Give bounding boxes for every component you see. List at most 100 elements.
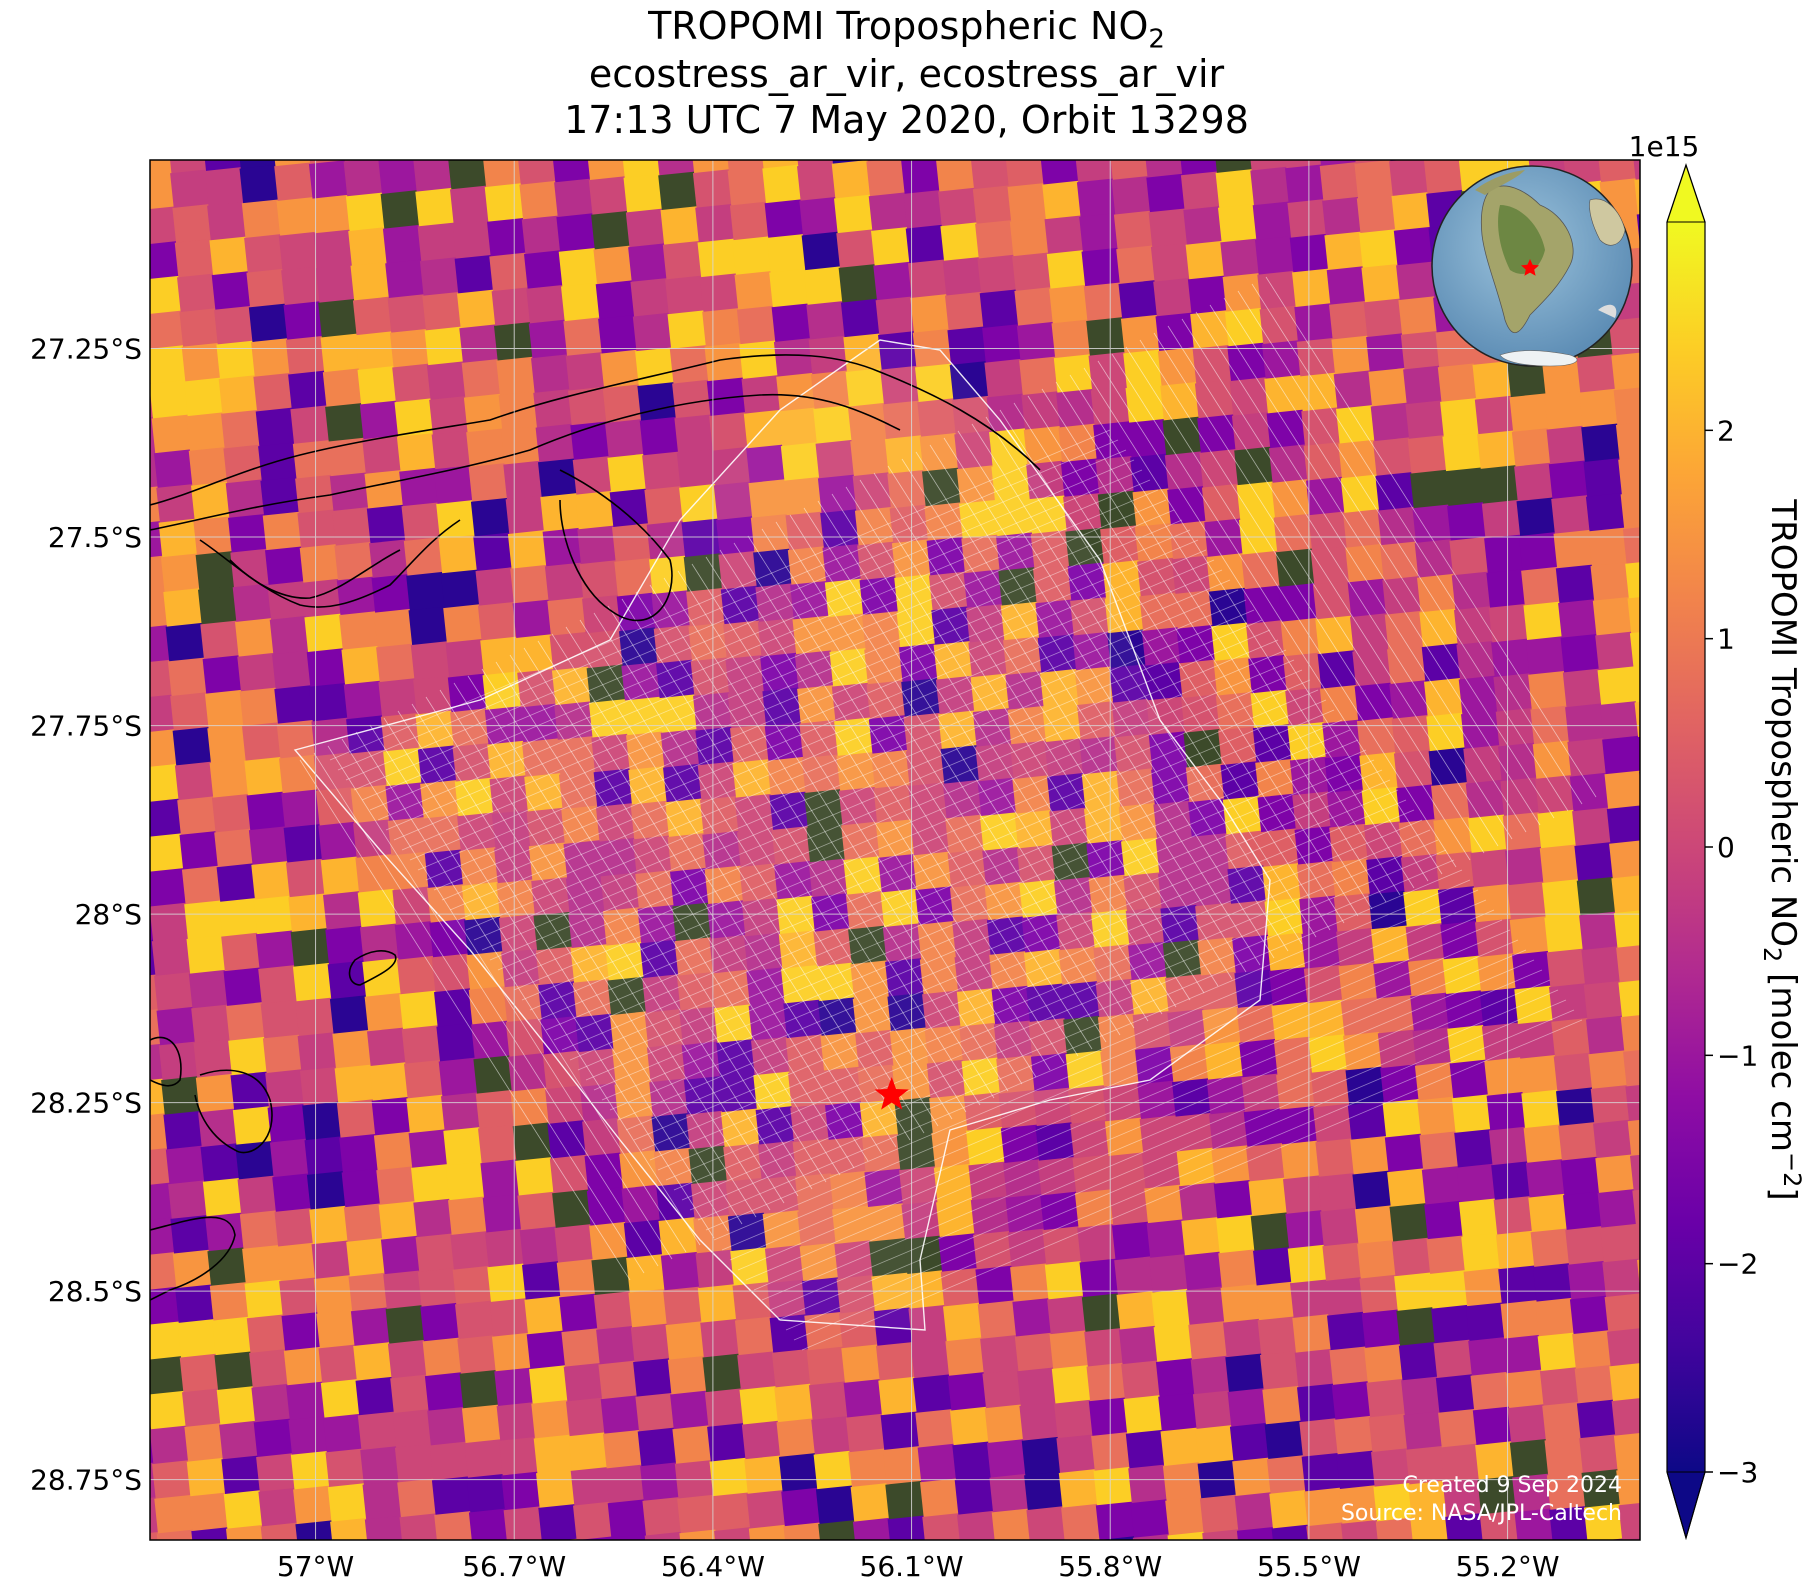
tropomi-pixel [1481,499,1525,543]
swath-hatch [753,959,1535,1291]
tropomi-pixel [290,1450,334,1494]
tropomi-pixel [367,1550,410,1585]
swath-hatch [497,639,1279,971]
tropomi-pixel [170,1214,214,1258]
tropomi-pixel [194,1562,237,1585]
tropomi-pixel [1616,943,1640,987]
tropomi-pixel [824,578,868,622]
tropomi-pixel [1077,700,1120,744]
tropomi-pixel [808,1381,852,1424]
tropomi-pixel [327,960,371,1004]
tropomi-pixel [96,104,139,147]
tropomi-pixel [339,611,382,654]
tropomi-pixel [556,213,600,256]
tropomi-pixel [468,462,512,506]
tropomi-pixel [184,377,227,421]
swath-hatch [411,703,743,1225]
tropomi-pixel [614,557,658,601]
tropomi-pixel [411,1163,454,1207]
tropomi-pixel [797,162,840,205]
tropomi-pixel [193,516,237,560]
tropomi-pixel [470,497,514,541]
tropomi-pixel [644,485,688,529]
tropomi-pixel [748,1001,792,1045]
tropomi-pixel [1269,1489,1313,1533]
tropomi-pixel [519,180,563,224]
tropomi-pixel [406,1094,450,1138]
swath-hatch [1223,297,1555,819]
tropomi-pixel [1608,316,1640,360]
tropomi-pixel [639,416,683,460]
tropomi-pixel [1658,1568,1701,1585]
tropomi-pixel [977,777,1021,821]
tropomi-pixel [866,1203,910,1246]
tropomi-pixel [253,895,297,939]
tropomi-pixel [1301,407,1345,450]
tropomi-pixel [1273,513,1317,557]
tropomi-pixel [1104,1117,1148,1161]
tropomi-pixel [1340,996,1384,1040]
tropomi-pixel [1613,386,1640,430]
tropomi-pixel [899,1166,942,1209]
tropomi-pixel [177,796,221,839]
tropomi-pixel [709,411,752,455]
tropomi-pixel [616,592,660,636]
tropomi-pixel [399,1513,443,1540]
tropomi-pixel [209,759,253,802]
tropomi-pixel [1366,333,1409,376]
tropomi-pixel [1347,578,1391,622]
tropomi-pixel [1282,160,1326,173]
tropomi-pixel [1451,571,1495,615]
tropomi-pixel [1093,943,1137,987]
tropomi-pixel [646,520,690,564]
tropomi-pixel [649,555,692,599]
tropomi-pixel [150,1425,193,1469]
tropomi-pixel [1217,203,1261,247]
tropomi-pixel [626,1253,669,1297]
tropomi-pixel [857,541,901,585]
tropomi-pixel [725,1177,769,1221]
tropomi-pixel [484,705,528,749]
tropomi-pixel [972,185,1016,228]
tropomi-pixel [188,446,232,490]
tropomi-pixel [1000,1124,1044,1168]
tropomi-pixel [667,832,711,876]
tropomi-pixel [1225,1353,1269,1397]
tropomi-pixel [1335,404,1379,448]
tropomi-pixel [1282,652,1326,696]
tropomi-pixel [415,1233,459,1277]
tropomi-pixel [1301,929,1345,973]
tropomi-pixel [734,270,778,314]
tropomi-pixel [348,749,392,793]
tropomi-pixel [1398,1341,1442,1385]
tropomi-pixel [471,1020,514,1064]
tropomi-pixel [345,192,389,236]
tropomi-pixel [540,1015,584,1059]
tropomi-pixel [1195,1424,1239,1468]
tropomi-pixel [1183,728,1227,772]
tropomi-pixel [1560,633,1604,677]
tropomi-pixel [1157,869,1201,913]
tropomi-pixel [578,1571,621,1585]
tropomi-pixel [1180,171,1224,215]
tropomi-pixel [94,1115,137,1158]
tropomi-pixel [316,786,359,830]
tropomi-pixel [327,437,371,481]
tropomi-pixel [150,1497,163,1540]
tropomi-pixel [150,1043,167,1087]
colorbar-tick-label: 0 [1717,831,1735,864]
tropomi-pixel [579,1082,623,1126]
tropomi-pixel [316,1309,360,1353]
tropomi-pixel [679,1006,723,1050]
tropomi-pixel [311,1240,355,1284]
tropomi-pixel [947,849,991,892]
tropomi-pixel [341,645,385,689]
tropomi-pixel [288,893,332,937]
tropomi-pixel [404,1059,447,1103]
tropomi-pixel [378,160,422,199]
tropomi-pixel [1245,619,1289,663]
tropomi-pixel [508,1052,551,1096]
swath-hatch [649,584,981,1106]
tropomi-pixel [1516,1020,1560,1063]
tropomi-pixel [1572,807,1615,851]
